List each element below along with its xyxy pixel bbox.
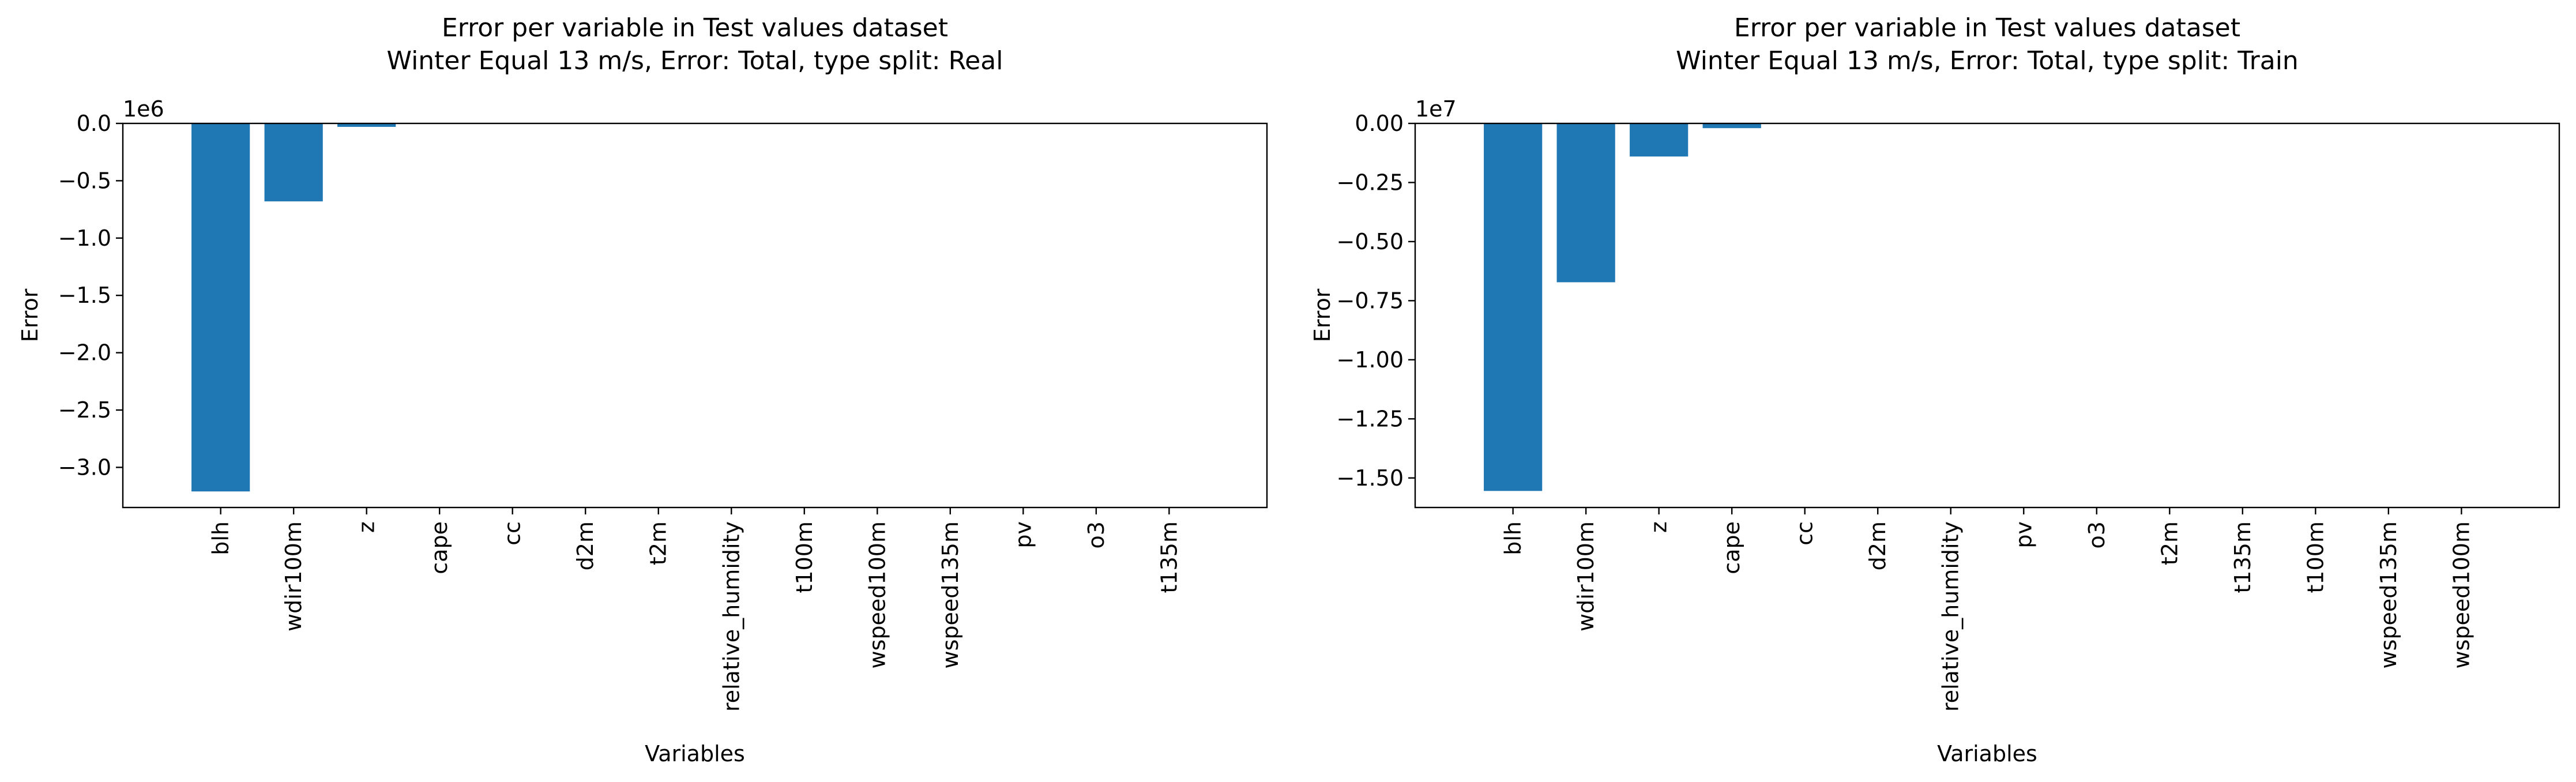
y-offset-label: 1e7	[1415, 96, 1457, 122]
chart-title: Error per variable in Test values datase…	[442, 13, 948, 43]
y-axis-label: Error	[1310, 288, 1335, 342]
chart-subtitle: Winter Equal 13 m/s, Error: Total, type …	[387, 46, 1003, 76]
y-offset-label: 1e6	[123, 96, 164, 122]
y-tick-label: −3.0	[58, 454, 111, 480]
x-tick-label: pv	[1010, 521, 1036, 548]
x-tick-label: z	[1646, 521, 1672, 533]
y-tick-label: −1.00	[1337, 347, 1404, 373]
x-axis-label: Variables	[1937, 741, 2037, 766]
x-tick-label: d2m	[1865, 521, 1890, 570]
x-tick-label: t100m	[792, 521, 817, 593]
chart-subtitle: Winter Equal 13 m/s, Error: Total, type …	[1676, 46, 2299, 76]
x-tick-label: blh	[1501, 521, 1526, 555]
x-tick-label: t135m	[2230, 521, 2255, 593]
y-tick-label: −1.25	[1337, 406, 1404, 431]
y-tick-label: −0.5	[58, 168, 111, 193]
x-tick-label: blh	[208, 521, 234, 555]
y-tick-label: −2.0	[58, 340, 111, 366]
x-tick-label: cc	[500, 521, 525, 546]
x-axis-label: Variables	[645, 741, 745, 766]
x-tick-label: wspeed100m	[864, 521, 890, 668]
bar-wdir100m	[264, 123, 323, 202]
y-tick-label: 0.0	[77, 111, 111, 136]
bar-z	[337, 123, 396, 127]
y-tick-label: −2.5	[58, 397, 111, 423]
x-tick-label: wdir100m	[281, 521, 306, 631]
y-tick-label: −0.75	[1337, 288, 1404, 313]
bar-blh	[1484, 123, 1543, 491]
x-tick-label: wspeed135m	[2376, 521, 2401, 668]
x-tick-label: t2m	[646, 521, 671, 565]
chart-panel-2: Error per variable in Test values datase…	[1310, 13, 2560, 766]
y-tick-label: −1.50	[1337, 465, 1404, 491]
x-tick-label: t100m	[2303, 521, 2328, 593]
x-tick-label: relative_humidity	[1938, 521, 1964, 712]
x-tick-label: relative_humidity	[719, 521, 744, 712]
x-tick-label: d2m	[573, 521, 598, 570]
x-tick-label: wspeed135m	[938, 521, 963, 668]
y-tick-label: −0.50	[1337, 229, 1404, 254]
x-tick-label: cape	[1719, 521, 1744, 574]
x-tick-label: z	[354, 521, 379, 533]
x-tick-label: wspeed100m	[2449, 521, 2474, 668]
chart-panel-1: Error per variable in Test values datase…	[17, 13, 1268, 766]
x-tick-label: t135m	[1156, 521, 1182, 593]
x-tick-label: o3	[1084, 521, 1109, 548]
chart-title: Error per variable in Test values datase…	[1734, 13, 2240, 43]
y-tick-label: −1.0	[58, 225, 111, 251]
y-tick-label: 0.00	[1355, 111, 1404, 136]
bar-wdir100m	[1556, 123, 1615, 283]
bar-z	[1630, 123, 1688, 157]
x-tick-label: pv	[2011, 521, 2036, 548]
y-axis-label: Error	[17, 288, 43, 342]
x-tick-label: wdir100m	[1573, 521, 1599, 631]
y-tick-label: −1.5	[58, 283, 111, 308]
y-tick-label: −0.25	[1337, 170, 1404, 195]
axes-frame	[1414, 122, 2560, 509]
bar-cape	[1702, 123, 1761, 129]
x-tick-label: t2m	[2157, 521, 2182, 565]
axes-frame	[122, 122, 1268, 509]
x-tick-label: o3	[2084, 521, 2109, 548]
x-tick-label: cc	[1792, 521, 1818, 546]
x-tick-label: cape	[427, 521, 452, 574]
bar-blh	[191, 123, 250, 492]
